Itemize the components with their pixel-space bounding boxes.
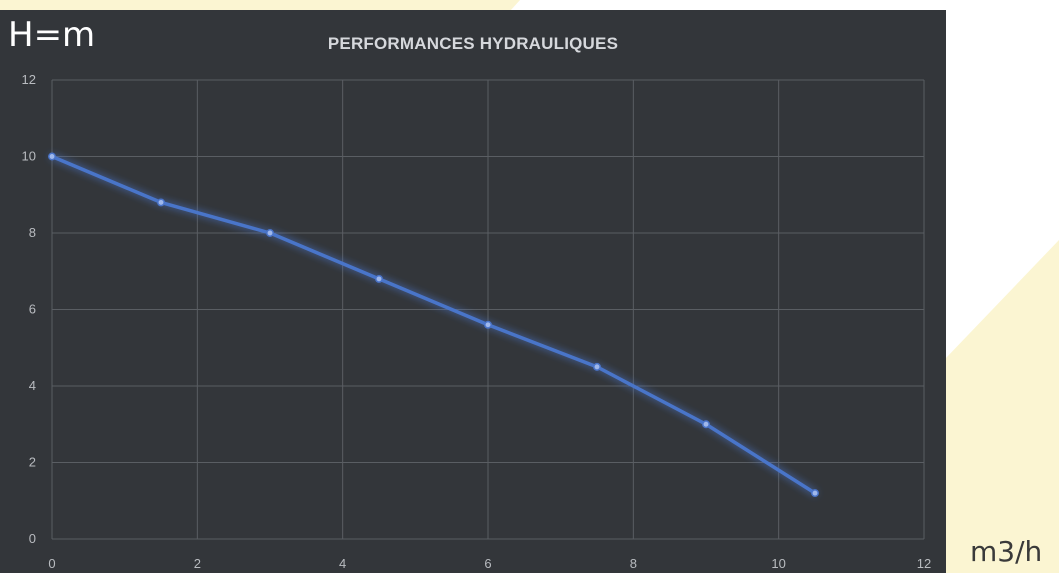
- grid: [51, 79, 925, 540]
- x-tick-label: 6: [484, 556, 491, 571]
- data-point: [702, 420, 710, 429]
- axis-ticks: 0 2 4 6 8 10 12 0 2 4 6 8 10 12: [22, 72, 932, 571]
- y-tick-label: 4: [29, 378, 36, 393]
- x-tick-label: 12: [917, 556, 931, 571]
- y-axis-unit-label: H=m: [8, 15, 96, 55]
- data-point: [811, 489, 819, 498]
- y-tick-label: 0: [29, 531, 36, 546]
- data-point: [157, 198, 165, 207]
- x-tick-label: 10: [771, 556, 785, 571]
- y-tick-label: 2: [29, 455, 36, 470]
- chart-panel: [0, 10, 946, 573]
- y-tick-label: 8: [29, 225, 36, 240]
- series: [48, 152, 819, 498]
- data-point: [484, 320, 492, 329]
- x-tick-label: 0: [48, 556, 55, 571]
- data-point: [375, 274, 383, 283]
- series-line: [50, 154, 817, 495]
- data-point: [266, 229, 274, 237]
- y-tick-label: 10: [22, 149, 36, 164]
- chart-title: PERFORMANCES HYDRAULIQUES: [327, 34, 619, 53]
- x-tick-label: 8: [630, 556, 637, 571]
- x-tick-label: 4: [339, 556, 346, 571]
- y-tick-label: 6: [29, 302, 36, 317]
- y-tick-label: 12: [22, 72, 36, 87]
- data-point: [48, 152, 56, 161]
- x-tick-label: 2: [194, 556, 201, 571]
- data-point: [593, 362, 601, 371]
- x-axis-unit-label: m3/h: [970, 535, 1043, 568]
